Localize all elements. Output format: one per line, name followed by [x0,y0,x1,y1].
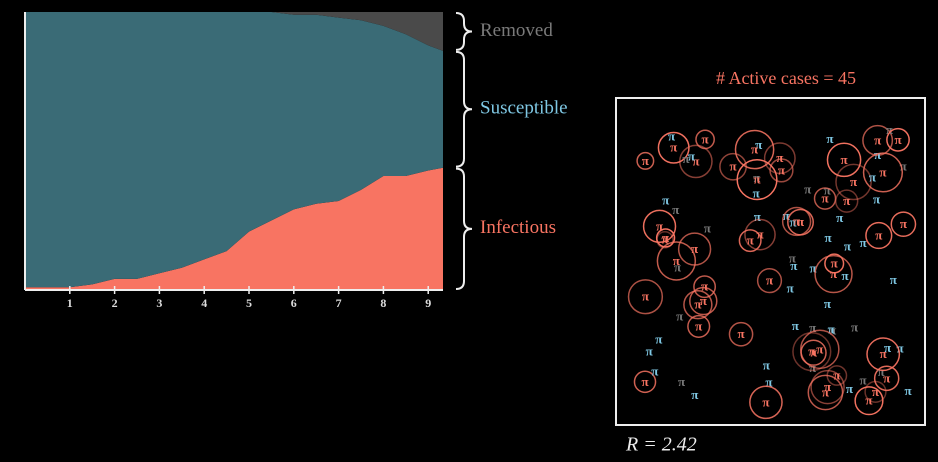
agent: π [695,318,702,333]
x-tick-label: 4 [201,296,207,310]
agent: π [753,172,760,187]
agent: π [789,251,796,266]
x-tick-label: 2 [112,296,118,310]
agent: π [661,232,668,247]
agent: π [776,150,783,165]
agent: π [890,272,897,287]
agent: π [641,374,648,389]
agent: π [843,193,850,208]
agent: π [840,152,847,167]
agent: π [851,320,858,335]
x-tick-label: 6 [291,296,297,310]
agent: π [905,383,912,398]
agent: π [673,253,680,268]
x-tick-label: 3 [156,296,162,310]
agent: π [826,131,833,146]
r-label: R = 2.42 [625,434,697,456]
agent: π [762,394,769,409]
agent: π [753,185,760,200]
agent: π [691,387,698,402]
agent: π [816,341,823,356]
legend-label: Susceptible [480,98,568,119]
agent: π [751,142,758,157]
agent: π [787,281,794,296]
agent: π [830,266,837,281]
x-tick-label: 5 [246,296,252,310]
scene: # Active cases = 45 R = 2.42 1 2 3 4 5 6 7 8 9 In… [0,0,938,462]
x-tick-label: 9 [425,296,431,310]
agent: π [668,129,675,144]
agent: π [894,132,901,147]
agent: π [875,228,882,243]
agent: π [824,296,831,311]
agent: π [676,309,683,324]
agent: π [737,326,744,341]
agent: π [808,344,815,359]
agent: π [691,241,698,256]
agent: π [833,367,840,382]
agent: π [682,151,689,166]
agent: π [701,279,708,294]
legend-label: Infectious [480,217,556,238]
agent: π [651,363,658,378]
agent: π [859,372,866,387]
agent: π [694,297,701,312]
active-cases-title: # Active cases = 45 [716,68,856,88]
agent: π [704,221,711,236]
agent: π [844,238,851,253]
agent: π [678,374,685,389]
agent: π [836,210,843,225]
agent: π [822,384,829,399]
agent: π [846,381,853,396]
agent: π [886,122,893,137]
agent: π [646,343,653,358]
agent: π [754,209,761,224]
agent: π [642,153,649,168]
agent: π [874,132,881,147]
agent: π [763,358,770,373]
agent: π [842,268,849,283]
agent: π [756,227,763,242]
agent: π [793,213,800,228]
agent: π [860,235,867,250]
agent: π [873,192,880,207]
legend-label: Removed [480,20,553,41]
agent: π [877,364,884,379]
agent: π [792,318,799,333]
agent: π [824,230,831,245]
agent: π [900,216,907,231]
agent: π [850,174,857,189]
agent: π [869,169,876,184]
agent: π [821,191,828,206]
agent: π [642,289,649,304]
x-tick-label: 7 [336,296,342,310]
agent: π [672,202,679,217]
agent: π [729,159,736,174]
agent: π [766,273,773,288]
x-tick-label: 8 [380,296,386,310]
x-tick-label: 1 [67,296,73,310]
agent: π [879,164,886,179]
agent: π [804,181,811,196]
agent: π [880,346,887,361]
agent: π [662,192,669,207]
agent: π [655,331,662,346]
agent: π [702,131,709,146]
agent: π [872,384,879,399]
